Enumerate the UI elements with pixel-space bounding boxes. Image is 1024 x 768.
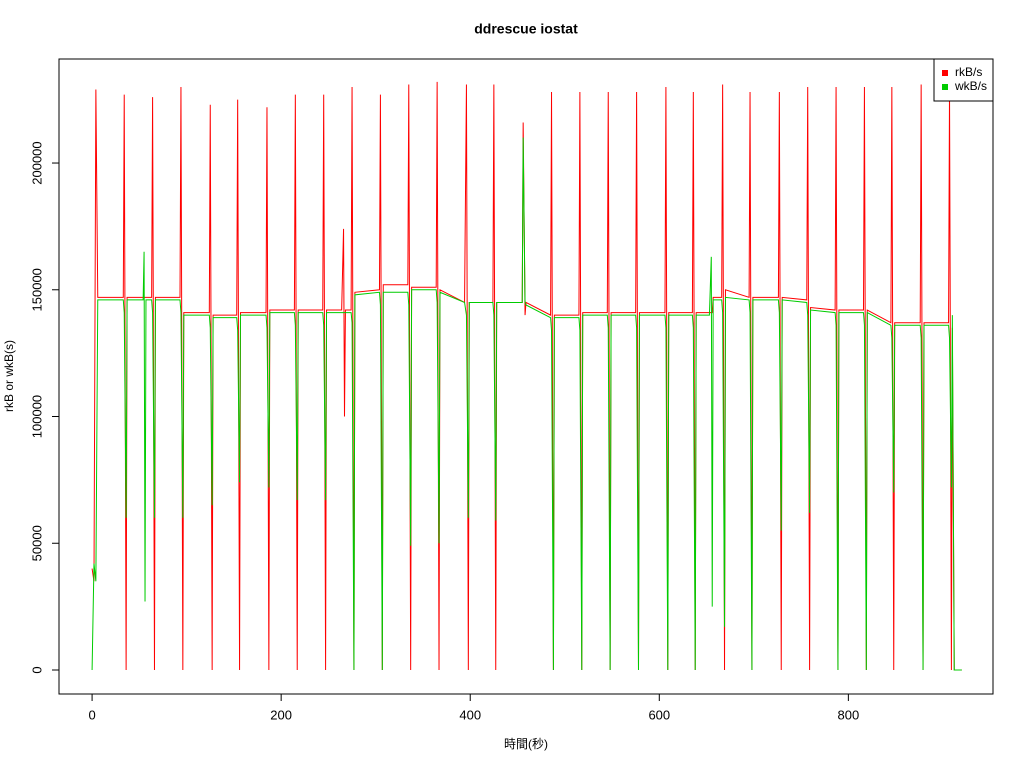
x-tick-label: 200 (270, 707, 292, 722)
legend-swatch (942, 84, 948, 90)
x-axis-label: 時間(秒) (504, 737, 548, 751)
y-tick-label: 150000 (29, 268, 44, 311)
x-tick-label: 0 (88, 707, 95, 722)
data-line (91, 137, 962, 671)
y-tick-label: 50000 (29, 525, 44, 561)
y-tick-label: 100000 (29, 395, 44, 438)
x-tick-label: 800 (838, 707, 860, 722)
legend-box (933, 58, 994, 102)
y-axis-label: rkB or wkB(s) (2, 340, 16, 412)
legend-label: rkB/s (955, 65, 982, 79)
legend-label: wkB/s (954, 79, 987, 93)
x-tick-label: 600 (648, 707, 670, 722)
legend-swatch (942, 70, 948, 76)
x-tick-label: 400 (459, 707, 481, 722)
y-tick-label: 200000 (29, 141, 44, 184)
y-tick-label: 0 (29, 666, 44, 673)
chart-title: ddrescue iostat (474, 21, 578, 37)
